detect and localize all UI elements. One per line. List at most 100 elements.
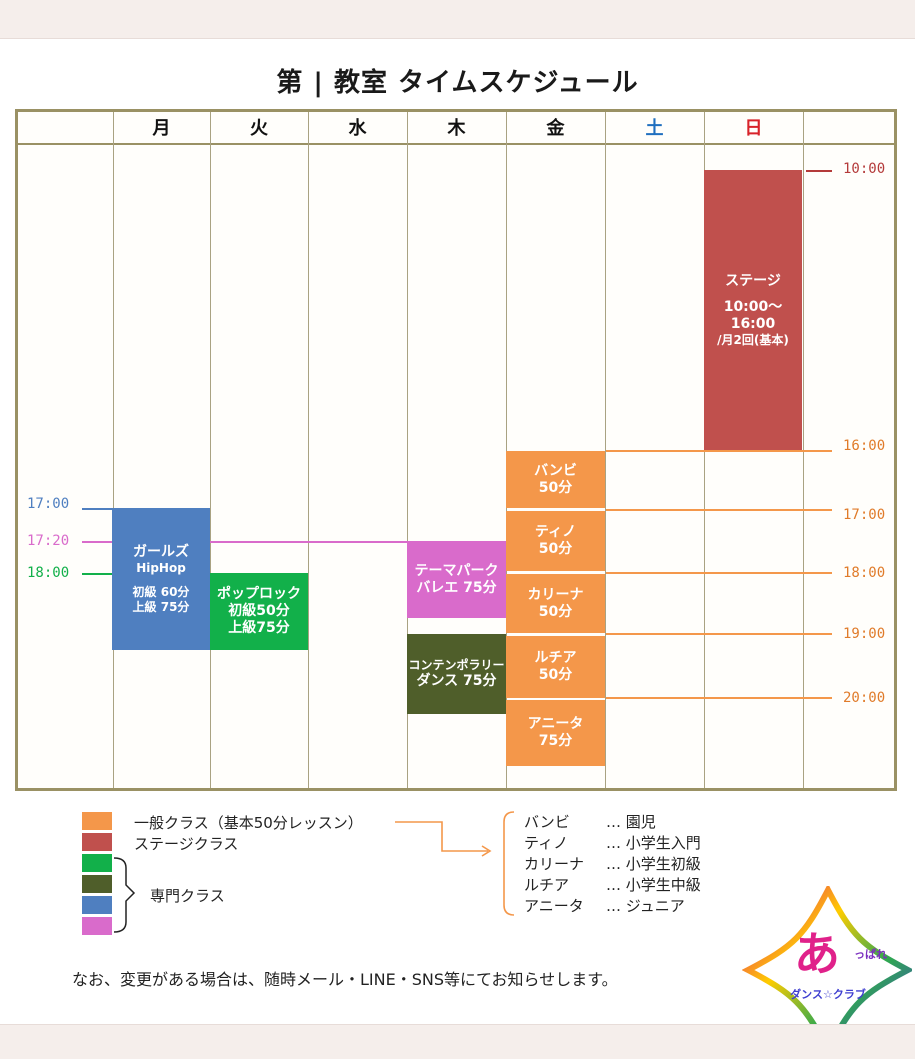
time-label-1720: 17:20 <box>27 533 70 549</box>
time-label-1800-left: 18:00 <box>27 565 70 581</box>
class-note: /月2回(基本) <box>717 333 789 347</box>
class-block-ruchia[interactable]: ルチア 50分 <box>506 636 605 698</box>
level-desc: … ジュニア <box>606 897 685 915</box>
class-duration: 75分 <box>538 733 573 749</box>
level-list: バンビ … 園児 ティノ … 小学生入門 カリーナ … 小学生初級 ルチア … 小学生中… <box>524 812 701 917</box>
legend-swatch-green <box>82 854 112 872</box>
day-header-fri: 金 <box>546 118 565 139</box>
logo-top-text: っぱれ <box>854 947 887 961</box>
header-divider <box>18 143 894 145</box>
grid-column-line <box>210 112 211 788</box>
time-label-1900: 19:00 <box>843 626 886 642</box>
time-label-2000: 20:00 <box>843 690 886 706</box>
class-name: バンビ <box>534 462 577 479</box>
class-detail: 初級 60分 <box>132 585 190 600</box>
legend-label-general: 一般クラス（基本50分レッスン） <box>134 814 363 832</box>
bottom-band <box>0 1024 915 1059</box>
class-block-girls-hiphop[interactable]: ガールズ HipHop 初級 60分 上級 75分 <box>112 508 210 650</box>
class-block-theme-park-ballet[interactable]: テーマパーク バレエ 75分 <box>407 541 506 618</box>
class-block-anita[interactable]: アニータ 75分 <box>506 700 605 766</box>
level-row: ティノ … 小学生入門 <box>524 833 701 854</box>
page-title: 第 | 教室 タイムスケジュール <box>276 68 639 98</box>
class-detail: ダンス 75分 <box>416 672 497 689</box>
level-name: ティノ <box>524 834 569 852</box>
notice-text: なお、変更がある場合は、随時メール・LINE・SNS等にてお知らせします。 <box>72 970 618 989</box>
day-header-thu: 木 <box>447 118 466 139</box>
day-header-mon: 月 <box>152 118 171 139</box>
legend-label-special: 専門クラス <box>150 887 225 905</box>
time-rail-1800-right <box>606 572 832 574</box>
level-name: バンビ <box>524 813 570 831</box>
class-block-bambi[interactable]: バンビ 50分 <box>506 451 605 508</box>
legend-label-stage: ステージクラス <box>134 835 239 853</box>
time-rail-1800-left <box>82 573 112 575</box>
class-duration: 50分 <box>538 667 573 683</box>
legend-swatch-pink <box>82 917 112 935</box>
special-brace <box>113 857 136 933</box>
legend-swatch-olive <box>82 875 112 893</box>
class-name: コンテンポラリー <box>408 658 505 673</box>
day-header-wed: 水 <box>348 118 367 139</box>
class-name: ステージ <box>725 272 781 289</box>
level-row: カリーナ … 小学生初級 <box>524 854 701 875</box>
class-duration: 50分 <box>538 479 573 496</box>
class-detail: 初級50分 <box>228 603 290 620</box>
grid-column-line <box>506 112 507 788</box>
time-rail-1700-right <box>606 509 832 511</box>
class-name: ガールズ <box>133 544 189 561</box>
level-desc: … 小学生入門 <box>606 834 701 852</box>
class-duration: 50分 <box>538 603 573 620</box>
grid-column-line <box>605 112 606 788</box>
time-rail-1720 <box>82 541 407 543</box>
class-block-contemporary[interactable]: コンテンポラリー ダンス 75分 <box>407 634 506 714</box>
level-name: カリーナ <box>524 855 585 873</box>
time-rail-1700-left <box>82 508 112 510</box>
class-name: カリーナ <box>527 586 584 603</box>
class-name: ポップロック <box>217 586 301 603</box>
time-rail-1900 <box>606 633 832 635</box>
level-desc: … 小学生中級 <box>606 876 701 894</box>
level-row: ルチア … 小学生中級 <box>524 875 701 896</box>
levels-bracket <box>503 811 515 916</box>
legend-swatch-blue <box>82 896 112 914</box>
class-detail: 上級 75分 <box>132 599 190 614</box>
level-name: アニータ <box>524 897 584 915</box>
level-desc: … 小学生初級 <box>606 855 701 873</box>
class-block-stage[interactable]: ステージ 10:00～ 16:00 /月2回(基本) <box>704 170 802 450</box>
logo-bottom-text: ダンス☆クラブ <box>790 987 866 1001</box>
class-name: ルチア <box>534 650 577 667</box>
class-block-karina[interactable]: カリーナ 50分 <box>506 574 605 633</box>
general-arrow-line <box>395 821 488 852</box>
top-band <box>0 0 915 39</box>
class-time-end: 16:00 <box>730 316 776 333</box>
class-name: テーマパーク <box>414 562 499 579</box>
logo-char: あ <box>794 927 840 981</box>
day-header-sat: 土 <box>645 118 664 139</box>
class-genre: HipHop <box>136 560 186 575</box>
level-row: バンビ … 園児 <box>524 812 701 833</box>
time-label-1800-right: 18:00 <box>843 565 886 581</box>
time-label-1700-left: 17:00 <box>27 496 70 512</box>
legend-swatch-general <box>82 812 112 830</box>
time-label-1600: 16:00 <box>843 438 886 454</box>
class-detail: 上級75分 <box>228 619 290 636</box>
class-name: ティノ <box>534 524 577 541</box>
day-header-tue: 火 <box>250 118 268 139</box>
time-rail-1600 <box>606 450 832 452</box>
time-rail-1000 <box>806 170 832 172</box>
time-rail-2000 <box>606 697 832 699</box>
class-duration: 50分 <box>538 541 573 557</box>
level-name: ルチア <box>524 876 570 894</box>
time-label-1000: 10:00 <box>843 161 886 177</box>
class-block-tino[interactable]: ティノ 50分 <box>506 511 605 571</box>
legend-swatch-stage <box>82 833 112 851</box>
grid-column-line <box>407 112 408 788</box>
class-detail: バレエ 75分 <box>416 579 497 596</box>
class-block-pop-rock[interactable]: ポップロック 初級50分 上級75分 <box>210 573 308 650</box>
class-name: アニータ <box>527 716 584 733</box>
grid-column-line <box>308 112 309 788</box>
day-header-sun: 日 <box>744 118 763 139</box>
class-time-start: 10:00～ <box>723 299 783 316</box>
level-desc: … 園児 <box>606 813 656 831</box>
